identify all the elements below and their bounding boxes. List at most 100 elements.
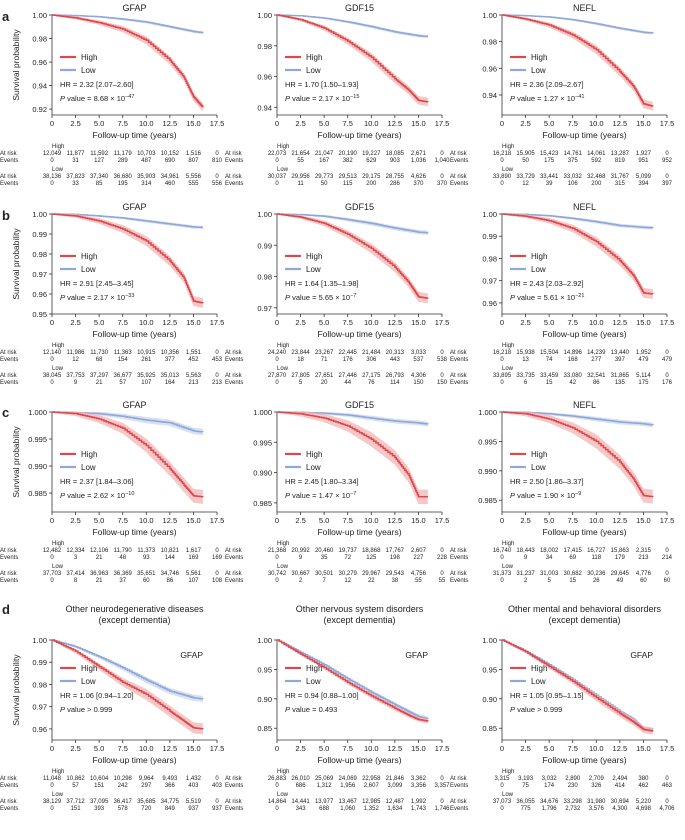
risk-high-events: 227 [413, 555, 424, 561]
risk-low-label: Low [277, 792, 289, 798]
x-tick-label: 5.0 [319, 744, 329, 753]
y-tick-label: 0.98 [32, 250, 47, 259]
legend-label-high: High [531, 252, 547, 261]
risk-low-events: 175 [638, 380, 649, 386]
x-tick-label: 5.0 [319, 119, 329, 128]
x-tick-label: 0 [50, 318, 54, 327]
y-tick-label: 0.98 [32, 680, 47, 689]
p-value-exponent: −21 [575, 293, 584, 299]
risk-low-events: 937 [212, 806, 223, 812]
risk-high-events: 69 [569, 555, 576, 561]
risk-at-risk-label: At risk [0, 799, 18, 805]
risk-low-at-risk: 4,306 [411, 373, 427, 379]
risk-low-at-risk: 33,032 [564, 174, 583, 180]
risk-high-events: 629 [366, 158, 377, 164]
risk-at-risk-label: At risk [450, 174, 468, 180]
risk-low-events: 1,060 [340, 806, 356, 812]
x-tick-label: 15.0 [636, 119, 651, 128]
risk-high-events: 0 [500, 357, 504, 363]
panel-letter-d: d [2, 602, 10, 617]
survival-curve-high [52, 213, 204, 304]
x-tick-label: 10.0 [589, 318, 604, 327]
x-tick-label: 17.5 [435, 119, 450, 128]
risk-low-events: 314 [141, 181, 152, 187]
risk-high-at-risk: 380 [638, 776, 649, 782]
risk-high-events: 230 [568, 783, 579, 789]
risk-low-events: 1,634 [387, 806, 403, 812]
risk-high-events: 214 [662, 555, 673, 561]
risk-high-at-risk: 21,846 [386, 776, 405, 782]
risk-high-at-risk: 14,061 [587, 151, 606, 157]
legend-label-high: High [306, 252, 322, 261]
risk-high-at-risk: 11,363 [114, 350, 133, 356]
risk-high-events: 93 [143, 555, 150, 561]
risk-high-events: 0 [50, 357, 54, 363]
legend-label-low: Low [531, 265, 546, 274]
risk-at-risk-label: At risk [0, 174, 18, 180]
risk-high-at-risk: 12,106 [90, 548, 109, 554]
p-value-exponent: −10 [125, 491, 134, 497]
x-tick-label: 17.5 [435, 318, 450, 327]
risk-low-at-risk: 26,793 [386, 373, 405, 379]
risk-low-at-risk: 36,417 [114, 799, 133, 805]
x-tick-label: 7.5 [117, 318, 127, 327]
y-tick-label: 1.00 [32, 636, 47, 645]
risk-at-risk-label: At risk [225, 151, 243, 157]
x-tick-label: 10.0 [364, 516, 379, 525]
risk-high-events: 176 [343, 357, 354, 363]
risk-high-events: 179 [615, 555, 626, 561]
risk-at-risk-label: At risk [450, 373, 468, 379]
risk-low-at-risk: 0 [215, 799, 219, 805]
legend-label-high: High [81, 53, 97, 62]
risk-high-at-risk: 9,964 [139, 776, 155, 782]
risk-low-at-risk: 31,865 [611, 373, 630, 379]
risk-high-events: 326 [591, 783, 602, 789]
risk-low-events: 213 [188, 380, 199, 386]
p-letter: P [510, 705, 515, 714]
risk-high-events: 3,356 [411, 783, 427, 789]
risk-low-events: 370 [413, 181, 424, 187]
risk-high-at-risk: 23,844 [291, 350, 310, 356]
risk-low-events: 107 [141, 380, 152, 386]
risk-high-label: High [277, 144, 289, 150]
legend-label-high: High [81, 252, 97, 261]
risk-low-at-risk: 30,667 [291, 571, 310, 577]
risk-at-risk-label: At risk [0, 350, 18, 356]
risk-low-at-risk: 0 [215, 571, 219, 577]
risk-events-label: Events [450, 158, 468, 164]
x-tick-label: 12.5 [163, 119, 178, 128]
y-tick-label: 0.98 [482, 254, 497, 263]
risk-at-risk-label: At risk [0, 776, 18, 782]
risk-high-events: 487 [141, 158, 152, 164]
risk-low-at-risk: 0 [440, 174, 444, 180]
risk-high-at-risk: 3,362 [411, 776, 427, 782]
y-tick-label: 1.00 [482, 210, 497, 219]
risk-high-at-risk: 1,927 [636, 151, 652, 157]
risk-low-at-risk: 33,080 [564, 373, 583, 379]
y-tick-label: 1.00 [32, 11, 47, 20]
x-tick-label: 12.5 [613, 744, 628, 753]
panel-title: NEFL [573, 3, 596, 13]
risk-high-events: 443 [390, 357, 401, 363]
risk-high-events: 297 [141, 783, 152, 789]
risk-high-at-risk: 17,767 [386, 548, 405, 554]
y-tick-label: 0.97 [257, 304, 272, 313]
risk-high-at-risk: 21,484 [362, 350, 381, 356]
risk-low-at-risk: 35,651 [137, 571, 156, 577]
risk-low-label: Low [52, 564, 64, 570]
p-value-text: value = 5.61 × 10 [515, 293, 575, 302]
x-tick-label: 2.5 [520, 516, 530, 525]
km-panel-10: Other nervous system disorders(except de… [225, 604, 450, 812]
x-tick-label: 12.5 [163, 318, 178, 327]
survival-curve-high [277, 213, 429, 299]
y-tick-label: 0.96 [32, 725, 47, 734]
x-tick-label: 5.0 [544, 744, 554, 753]
risk-low-events: 151 [71, 806, 82, 812]
risk-high-at-risk: 3,033 [411, 350, 427, 356]
risk-high-events: 144 [165, 555, 176, 561]
risk-at-risk-label: At risk [450, 548, 468, 554]
x-tick-label: 15.0 [411, 119, 426, 128]
y-tick-label: 0.96 [482, 64, 497, 73]
risk-high-at-risk: 0 [215, 350, 219, 356]
panel-title: NEFL [573, 202, 596, 212]
